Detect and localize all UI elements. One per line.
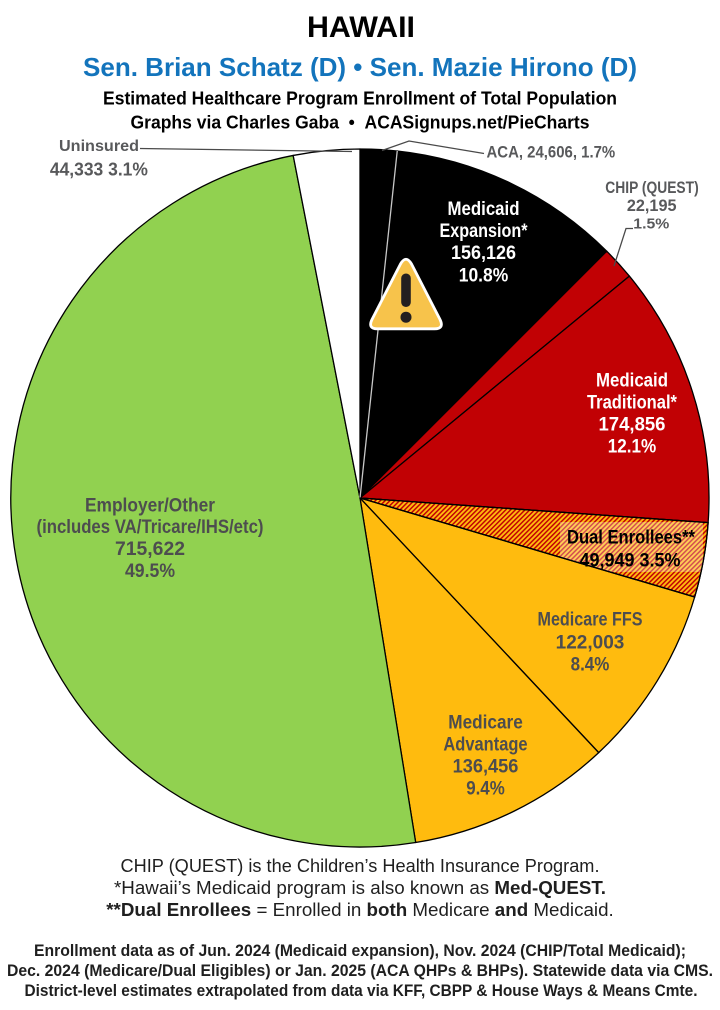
svg-text:Traditional*: Traditional* (587, 393, 678, 414)
svg-text:District-level estimates extra: District-level estimates extrapolated fr… (25, 982, 698, 1000)
svg-text:CHIP (QUEST) is the Children’s: CHIP (QUEST) is the Children’s Health In… (121, 855, 600, 876)
svg-text:8.4%: 8.4% (571, 655, 610, 676)
svg-text:49.5%: 49.5% (125, 561, 175, 582)
svg-text:122,003: 122,003 (556, 633, 625, 654)
svg-text:Sen. Brian Schatz (D) • Sen. M: Sen. Brian Schatz (D) • Sen. Mazie Hiron… (83, 52, 637, 82)
svg-text:Graphs via Charles Gaba • AC: Graphs via Charles Gaba • ACASignups.net… (131, 112, 590, 133)
svg-text:Medicaid: Medicaid (596, 371, 668, 392)
svg-text:715,622: 715,622 (115, 539, 185, 560)
svg-text:Employer/Other: Employer/Other (85, 496, 216, 517)
svg-text:Advantage: Advantage (443, 735, 527, 756)
svg-text:44,333 3.1%: 44,333 3.1% (50, 160, 148, 180)
svg-text:*Hawaii’s Medicaid program is: *Hawaii’s Medicaid program is also known… (114, 877, 606, 898)
svg-text:Uninsured: Uninsured (59, 138, 139, 155)
svg-text:Expansion*: Expansion* (440, 221, 529, 242)
svg-text:174,856: 174,856 (599, 415, 666, 436)
svg-text:9.4%: 9.4% (466, 779, 505, 800)
svg-text:**Dual Enrollees = Enrolled in: **Dual Enrollees = Enrolled in both Medi… (106, 899, 614, 920)
svg-text:156,126: 156,126 (451, 243, 516, 264)
svg-text:22,195: 22,195 (627, 197, 677, 215)
svg-text:Dec. 2024 (Medicare/Dual Eligi: Dec. 2024 (Medicare/Dual Eligibles) or J… (7, 962, 713, 980)
svg-text:Medicare: Medicare (448, 713, 523, 734)
svg-text:Medicare FFS: Medicare FFS (538, 610, 643, 631)
svg-text:Dual Enrollees**: Dual Enrollees** (567, 528, 696, 549)
svg-text:1.5%: 1.5% (633, 216, 669, 233)
svg-text:CHIP (QUEST): CHIP (QUEST) (605, 179, 698, 197)
svg-text:10.8%: 10.8% (459, 266, 509, 287)
svg-text:Enrollment data as of Jun. 202: Enrollment data as of Jun. 2024 (Medicai… (34, 942, 686, 960)
svg-text:HAWAII: HAWAII (307, 11, 415, 44)
svg-text:136,456: 136,456 (453, 757, 519, 778)
svg-text:(includes VA/Tricare/IHS/etc): (includes VA/Tricare/IHS/etc) (37, 517, 264, 538)
svg-text:Estimated Healthcare Program E: Estimated Healthcare Program Enrollment … (103, 88, 617, 109)
svg-text:12.1%: 12.1% (608, 437, 657, 458)
svg-text:49,949 3.5%: 49,949 3.5% (580, 551, 681, 572)
svg-text:Medicaid: Medicaid (448, 199, 520, 220)
svg-text:ACA, 24,606, 1.7%: ACA, 24,606, 1.7% (487, 144, 616, 162)
